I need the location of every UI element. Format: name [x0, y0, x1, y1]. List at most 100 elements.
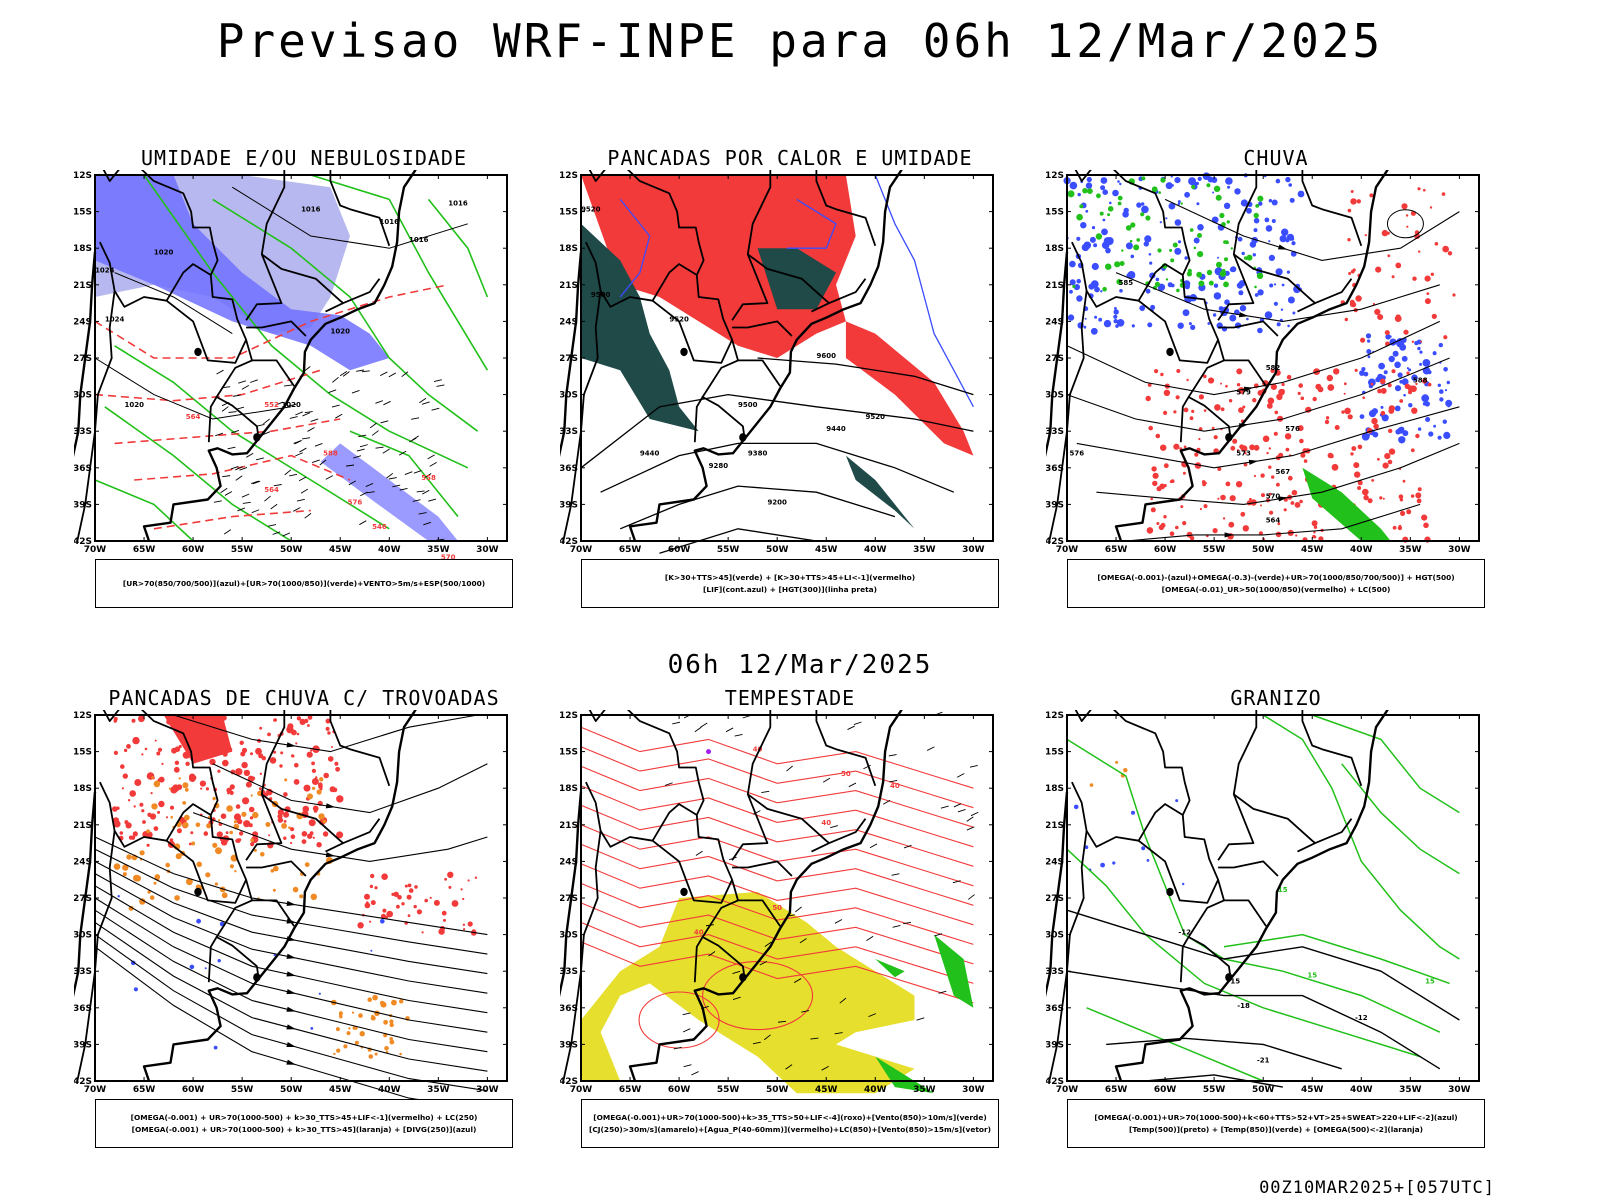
- rain-red-dot: [1341, 410, 1345, 414]
- rain-green-dot: [1082, 188, 1088, 194]
- wind-vector: [956, 773, 965, 778]
- rain-blue-dot: [1100, 185, 1106, 191]
- lat-tick-label: 18S: [74, 784, 92, 794]
- lifted-index-contour: [619, 198, 651, 298]
- state-border: [811, 278, 867, 313]
- thunder-red-dot: [421, 931, 424, 934]
- rain-green-dot: [1196, 271, 1203, 278]
- rain-blue-dot: [1145, 288, 1151, 294]
- thunder-red-dot: [125, 822, 132, 829]
- rain-blue-dot: [1103, 319, 1112, 328]
- rain-green-dot: [1165, 278, 1169, 281]
- thunder-orange-dot: [250, 794, 253, 797]
- map-background: [1067, 715, 1479, 1081]
- height-contours: [580, 357, 974, 554]
- rain-blue-dot: [1240, 199, 1248, 207]
- rain-red-dot: [1276, 482, 1280, 487]
- rain-blue-dot: [1271, 219, 1276, 223]
- panel-legend: [OMEGA(-0.001)+UR>70(1000-500)+k>35_TTS>…: [581, 1099, 999, 1148]
- contour-label: 573: [1236, 450, 1251, 458]
- rain-red-dot: [1268, 465, 1272, 469]
- lon-tick-label: 45W: [815, 1085, 838, 1095]
- rain-red-dot: [1417, 487, 1422, 492]
- thunder-red-dot: [414, 885, 418, 889]
- rain-red-dot: [1194, 452, 1199, 457]
- rain-red-dot: [1315, 383, 1322, 390]
- wind-vector: [284, 469, 292, 476]
- thunder-orange-dot: [218, 819, 221, 822]
- wind-vector: [839, 997, 847, 1004]
- thunder-red-dot: [364, 902, 371, 909]
- humidity-green-contour: [114, 345, 390, 530]
- rain-red-dot: [1242, 405, 1246, 409]
- rain-blue-dot: [1177, 202, 1181, 206]
- contour-label: 579: [1236, 389, 1251, 397]
- lon-tick-label: 40W: [864, 545, 887, 555]
- wind-vector: [903, 844, 912, 849]
- thunder-red-dot: [189, 775, 196, 782]
- rain-red-dot: [1353, 462, 1360, 469]
- rain-blue-dot: [1188, 177, 1197, 186]
- streamline-arrow: [286, 1041, 297, 1047]
- rain-blue-dot: [1112, 189, 1119, 197]
- rain-red-dot: [1313, 525, 1318, 529]
- thunder-red-dot: [161, 762, 164, 765]
- wind-vector: [238, 380, 247, 384]
- wind-vector: [822, 777, 831, 783]
- lon-tick-label: 65W: [1105, 1085, 1128, 1095]
- rain-blue-dot: [1069, 181, 1078, 190]
- rain-green-dot: [1208, 280, 1214, 286]
- divergence-blue-dot: [273, 954, 276, 957]
- rain-red-dot: [1399, 399, 1404, 403]
- rain-red-dot: [1403, 329, 1409, 335]
- lat-tick-label: 24S: [74, 857, 92, 867]
- panel-trovoadas: PANCADAS DE CHUVA C/ TROVOADAS 12S 15S 18S…: [74, 686, 534, 1166]
- wind-vector: [423, 521, 432, 526]
- wind-vector: [761, 790, 770, 794]
- thunder-red-dot: [158, 800, 165, 808]
- rain-blue-dot: [1184, 256, 1188, 260]
- rain-blue-dot: [1143, 241, 1149, 247]
- thunder-red-dot: [255, 747, 262, 755]
- contour-label: 582: [1266, 364, 1281, 372]
- wind-vector: [725, 727, 734, 733]
- lat-tick-label: 39S: [74, 1040, 92, 1050]
- contour-label: 564: [186, 413, 201, 421]
- rain-blue-dot: [1202, 172, 1211, 180]
- wind-vector: [418, 512, 427, 515]
- wind-vector: [759, 960, 768, 966]
- divergence-blue-dot: [217, 959, 221, 963]
- wind-vector: [411, 417, 420, 420]
- wind-vector: [428, 498, 437, 502]
- thunder-red-dot: [203, 831, 209, 836]
- thunder-orange-dot: [214, 882, 218, 886]
- lat-tick-label: 24S: [74, 317, 92, 327]
- contour-label: 585: [1119, 279, 1134, 287]
- lat-tick-label: 30S: [74, 391, 92, 401]
- instability-streak: [845, 455, 915, 529]
- rain-blue-dot: [1381, 414, 1389, 422]
- state-border: [693, 936, 704, 983]
- thunder-red-dot: [238, 831, 244, 836]
- wind-vector: [359, 444, 368, 448]
- lifted-index-contour: [874, 174, 974, 408]
- streamline-arrow: [286, 953, 297, 959]
- rain-red-dot: [1344, 317, 1348, 322]
- thunder-orange-dot: [354, 1040, 359, 1045]
- country-borders: [1046, 170, 1389, 542]
- streamlines: [1066, 198, 1460, 542]
- rain-blue-dot: [1285, 176, 1291, 183]
- rain-red-dot: [1410, 385, 1417, 393]
- temp850-contour: [1341, 763, 1460, 875]
- wind-vector: [356, 369, 365, 372]
- precip-water-contour: [580, 746, 974, 809]
- thunder-red-dot: [245, 781, 252, 788]
- state-border: [1048, 290, 1088, 542]
- rain-blue-dot: [1213, 283, 1219, 288]
- rain-green-dot: [1224, 257, 1228, 262]
- legend-line: [OMEGA(-0.01)_UR>50(1000/850)(vermelho) …: [1161, 584, 1391, 594]
- wind-vector: [380, 420, 389, 424]
- thunder-red-dot: [169, 805, 175, 810]
- rain-red-dot: [1176, 369, 1181, 373]
- thunder-red-dot: [171, 747, 177, 754]
